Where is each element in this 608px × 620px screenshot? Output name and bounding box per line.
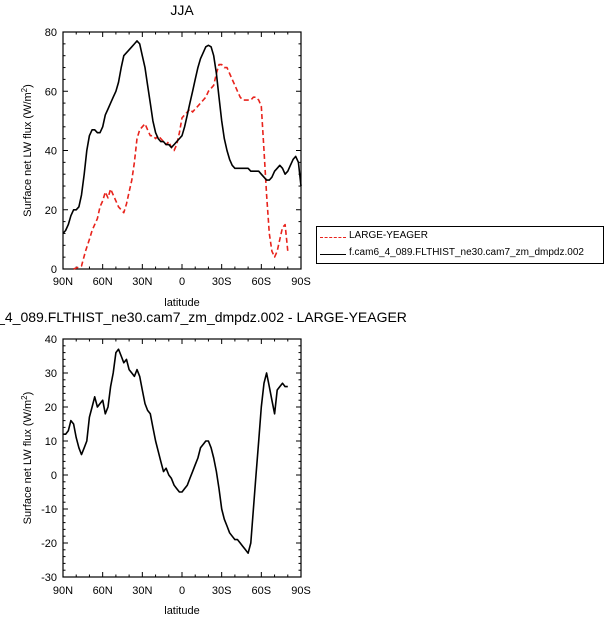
- plot2-ytick-label: -10: [41, 504, 57, 516]
- plot2-xtick-label: 60N: [93, 585, 113, 597]
- plot2-xtick-label: 60S: [252, 585, 272, 597]
- plot2-series-line-1: [63, 348, 288, 555]
- plot1-ytick-label: 80: [45, 27, 57, 39]
- legend-label-cam6-run: f.cam6_4_089.FLTHIST_ne30.cam7_zm_dmpdz.…: [349, 247, 584, 258]
- plot1-xtick-label: 30S: [212, 276, 232, 288]
- plot2-ytick-label: 10: [45, 436, 57, 448]
- plot1-ylabel: Surface net LW flux (W/m2): [20, 84, 34, 217]
- plot2-frame: [62, 338, 302, 578]
- plot1-xtick-label: 90N: [53, 276, 73, 288]
- plot1-xtick-label: 60S: [252, 276, 272, 288]
- legend-entry-large-yeager: LARGE-YEAGER: [317, 229, 603, 245]
- legend-label-large-yeager: LARGE-YEAGER: [349, 230, 428, 241]
- legend-swatch-dashed-red: [320, 237, 346, 238]
- plot1-frame: [62, 31, 302, 270]
- chart-legend: LARGE-YEAGER f.cam6_4_089.FLTHIST_ne30.c…: [316, 226, 604, 264]
- plot1-ytick-label: 60: [45, 86, 57, 98]
- plot2-title: _4_089.FLTHIST_ne30.cam7_zm_dmpdz.002 - …: [0, 309, 407, 325]
- plot2-xlabel: latitude: [164, 605, 199, 617]
- plot2-xtick-label: 30N: [132, 585, 152, 597]
- plot2-xtick-label: 90S: [291, 585, 311, 597]
- plot2-xtick-label: 90N: [53, 585, 73, 597]
- plot1-series-line-2: [62, 40, 302, 234]
- plot1-series-line-1: [73, 63, 289, 270]
- plot2-ytick-label: -20: [41, 538, 57, 550]
- legend-swatch-solid-black: [320, 254, 346, 255]
- plot1-ytick-label: 20: [45, 205, 57, 217]
- plot2-xtick-label: 0: [179, 585, 185, 597]
- legend-entry-cam6-run: f.cam6_4_089.FLTHIST_ne30.cam7_zm_dmpdz.…: [317, 246, 603, 262]
- plot1-xtick-label: 30N: [132, 276, 152, 288]
- plot2-ytick-label: 30: [45, 368, 57, 380]
- plot2-ytick-label: 20: [45, 402, 57, 414]
- plot2-ytick-label: -30: [41, 572, 57, 584]
- plot2-ylabel: Surface net LW flux (W/m2): [20, 392, 34, 525]
- plot2-ytick-label: 40: [45, 334, 57, 346]
- plot1-xtick-label: 60N: [93, 276, 113, 288]
- plot2-xtick-label: 30S: [212, 585, 232, 597]
- plot1-ytick-label: 0: [51, 264, 57, 276]
- plot2-ytick-label: 0: [51, 470, 57, 482]
- plot1-xtick-label: 0: [179, 276, 185, 288]
- plot1-xtick-label: 90S: [291, 276, 311, 288]
- plot1-ytick-label: 40: [45, 146, 57, 158]
- plot1-xlabel: latitude: [164, 297, 199, 309]
- plot1-title: JJA: [170, 2, 194, 18]
